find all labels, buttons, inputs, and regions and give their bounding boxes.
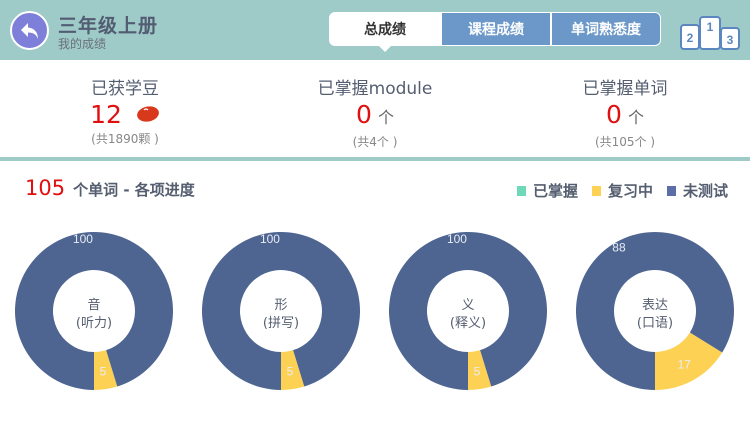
slice-untested <box>202 231 360 390</box>
stat-value: 0 <box>356 100 372 129</box>
donut-chart: 5 100 音 (听力) <box>15 231 174 390</box>
slice-reviewing <box>468 350 492 390</box>
podium-label-2: 2 <box>687 31 694 45</box>
donut-chart: 5 100 形 (拼写) <box>202 232 360 390</box>
donut-label: 形 <box>274 298 287 313</box>
slice-label-reviewing: 5 <box>474 364 481 378</box>
tab-total-score[interactable]: 总成绩 <box>329 12 441 52</box>
slice-label-reviewing: 5 <box>100 364 107 378</box>
stat-sub: (共105个 ) <box>594 135 656 149</box>
donut-label: 音 <box>87 297 100 313</box>
page-subtitle: 我的成绩 <box>58 37 107 51</box>
donut-chart: 17 88 表达 (口语) <box>576 232 735 390</box>
slice-reviewing <box>655 332 723 390</box>
section-heading: 105 个单词 - 各项进度 <box>25 176 195 200</box>
slice-untested <box>389 232 548 390</box>
divider <box>0 157 750 161</box>
donut-label: 义 <box>461 298 474 313</box>
donut-chart: 5 100 义 (释义) <box>389 232 548 390</box>
chart-legend: 已掌握 复习中 未测试 <box>516 180 728 201</box>
donut-charts: 5 100 音 (听力) 5 100 形 (拼写) 5 100 义 (释义) 17 88 表达 (口语) <box>15 231 735 390</box>
back-button[interactable] <box>10 11 49 50</box>
stat-unit: 个 <box>377 108 394 127</box>
podium-label-3: 3 <box>727 33 734 47</box>
donut-sublabel: (听力) <box>76 316 112 331</box>
stat-label: 已掌握单词 <box>582 79 668 99</box>
slice-label-reviewing: 17 <box>678 357 692 371</box>
slice-reviewing <box>94 350 118 390</box>
stat-beans: 已获学豆 12 (共1890颗 ) <box>0 74 250 147</box>
stat-sub: (共4个 ) <box>352 135 398 149</box>
bean-icon <box>137 106 159 122</box>
donut-sublabel: (释义) <box>450 316 486 331</box>
slice-label-untested: 88 <box>612 240 626 254</box>
legend-reviewing: 复习中 <box>591 180 653 201</box>
stat-value: 0 <box>606 100 622 129</box>
header-bar: 三年级上册 我的成绩 总成绩 课程成绩 单词熟悉度 2 1 3 <box>0 0 750 60</box>
slice-label-reviewing: 5 <box>287 364 294 378</box>
tab-course-score[interactable]: 课程成绩 <box>441 12 551 46</box>
page-title: 三年级上册 <box>58 15 159 37</box>
section-title: 个单词 - 各项进度 <box>73 181 195 199</box>
slice-reviewing <box>281 350 305 390</box>
word-count: 105 <box>25 176 66 200</box>
tab-word-familiarity[interactable]: 单词熟悉度 <box>551 12 661 46</box>
podium-label-1: 1 <box>707 20 714 34</box>
legend-mastered: 已掌握 <box>516 180 578 201</box>
stat-value: 12 <box>90 100 122 129</box>
stat-sub: (共1890颗 ) <box>91 132 159 146</box>
donut-sublabel: (拼写) <box>263 316 299 331</box>
stat-label: 已掌握module <box>317 79 433 99</box>
donut-label: 表达 <box>642 298 668 313</box>
slice-label-untested: 100 <box>447 232 467 246</box>
stat-label: 已获学豆 <box>91 79 159 99</box>
tab-bar: 总成绩 课程成绩 单词熟悉度 <box>329 12 661 52</box>
back-arrow-icon <box>20 22 38 39</box>
legend-untested: 未测试 <box>666 180 728 201</box>
donut-sublabel: (口语) <box>637 316 673 331</box>
slice-untested <box>15 231 174 390</box>
stat-unit: 个 <box>627 108 644 127</box>
slice-label-untested: 100 <box>73 232 93 246</box>
ranking-podium-icon[interactable]: 2 1 3 <box>679 15 741 51</box>
slice-label-untested: 100 <box>260 232 280 246</box>
slice-untested <box>576 232 735 390</box>
